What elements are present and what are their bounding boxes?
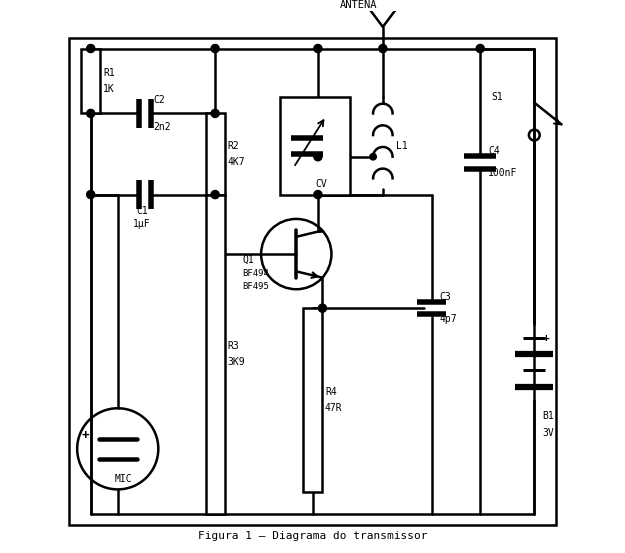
Circle shape <box>211 191 219 199</box>
Circle shape <box>211 44 219 53</box>
Bar <box>206 113 224 195</box>
Text: 1K: 1K <box>103 84 115 94</box>
Text: ANTENA: ANTENA <box>339 0 377 11</box>
Circle shape <box>318 304 326 312</box>
Bar <box>206 195 224 514</box>
Text: R1: R1 <box>103 68 115 78</box>
Text: +: + <box>542 333 549 343</box>
Circle shape <box>87 44 95 53</box>
Text: 2n2: 2n2 <box>153 122 171 132</box>
Text: 3K9: 3K9 <box>228 357 245 367</box>
Text: CV: CV <box>315 179 327 189</box>
Text: L1: L1 <box>396 141 408 151</box>
Text: 3V: 3V <box>542 427 554 437</box>
Circle shape <box>314 44 322 53</box>
Bar <box>303 308 322 492</box>
Text: 4K7: 4K7 <box>228 157 245 167</box>
Text: 4p7: 4p7 <box>439 314 458 324</box>
Text: 47R: 47R <box>325 403 342 413</box>
Circle shape <box>211 109 219 117</box>
Text: C1: C1 <box>136 206 148 216</box>
Bar <box>280 97 351 195</box>
Circle shape <box>87 109 95 117</box>
Text: +: + <box>81 429 89 442</box>
Text: MIC: MIC <box>114 473 132 483</box>
Text: 100nF: 100nF <box>488 168 518 178</box>
Circle shape <box>314 191 322 199</box>
Circle shape <box>379 44 387 53</box>
Circle shape <box>476 44 484 53</box>
Text: C2: C2 <box>153 95 164 105</box>
Text: BF495: BF495 <box>242 282 269 291</box>
Text: Q1: Q1 <box>242 254 254 264</box>
Circle shape <box>370 154 376 160</box>
Text: R4: R4 <box>325 387 337 397</box>
Text: S1: S1 <box>491 92 502 102</box>
Circle shape <box>87 191 95 199</box>
Text: BF494: BF494 <box>242 269 269 278</box>
Text: C4: C4 <box>488 147 500 156</box>
Text: Figura 1 – Diagrama do transmissor: Figura 1 – Diagrama do transmissor <box>198 531 428 541</box>
Text: R2: R2 <box>228 141 239 151</box>
Text: R3: R3 <box>228 341 239 351</box>
Text: C3: C3 <box>439 293 451 302</box>
Circle shape <box>314 153 322 161</box>
Text: B1: B1 <box>542 411 554 421</box>
Bar <box>81 49 100 113</box>
Text: 1μF: 1μF <box>133 220 151 229</box>
